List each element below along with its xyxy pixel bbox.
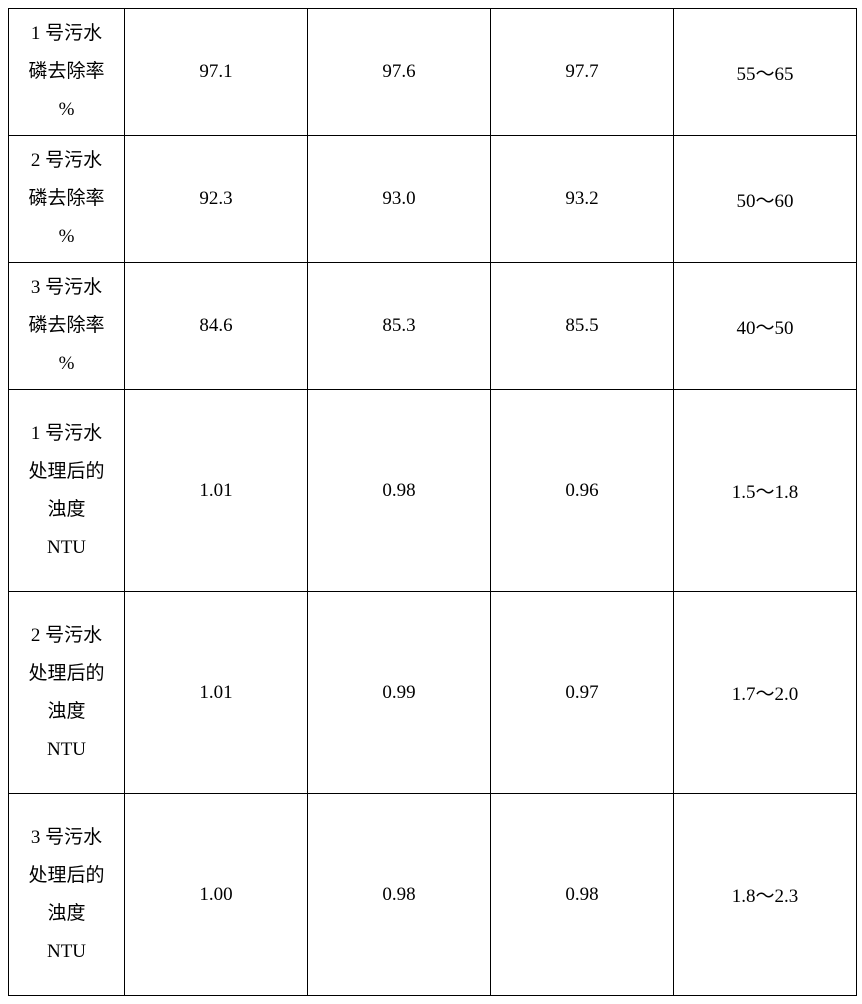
label-line: 浊度	[15, 895, 118, 933]
label-line: %	[15, 91, 118, 129]
row-label-cell: 2 号污水 处理后的 浊度 NTU	[9, 592, 125, 794]
table-row: 2 号污水 处理后的 浊度 NTU 1.01 0.99 0.97 1.7～2.0	[9, 592, 857, 794]
data-cell: 92.3	[125, 136, 308, 263]
data-cell: 55～65	[674, 9, 857, 136]
data-cell: 85.3	[308, 263, 491, 390]
label-line: 磷去除率	[15, 53, 118, 91]
table-row: 1 号污水 磷去除率 % 97.1 97.6 97.7 55～65	[9, 9, 857, 136]
data-cell: 1.01	[125, 390, 308, 592]
label-line: 1 号污水	[15, 15, 118, 53]
label-line: 3 号污水	[15, 269, 118, 307]
data-cell: 1.8～2.3	[674, 794, 857, 996]
data-cell: 0.98	[491, 794, 674, 996]
table-body: 1 号污水 磷去除率 % 97.1 97.6 97.7 55～65 2 号污水 …	[9, 9, 857, 996]
label-line: NTU	[15, 529, 118, 567]
table-row: 3 号污水 磷去除率 % 84.6 85.3 85.5 40～50	[9, 263, 857, 390]
label-line: 处理后的	[15, 655, 118, 693]
label-line: %	[15, 218, 118, 256]
table-row: 2 号污水 磷去除率 % 92.3 93.0 93.2 50～60	[9, 136, 857, 263]
label-line: 磷去除率	[15, 180, 118, 218]
data-cell: 97.7	[491, 9, 674, 136]
data-cell: 93.0	[308, 136, 491, 263]
data-cell: 1.7～2.0	[674, 592, 857, 794]
data-cell: 0.98	[308, 794, 491, 996]
data-table: 1 号污水 磷去除率 % 97.1 97.6 97.7 55～65 2 号污水 …	[8, 8, 857, 996]
label-line: NTU	[15, 731, 118, 769]
data-cell: 1.5～1.8	[674, 390, 857, 592]
label-line: 磷去除率	[15, 307, 118, 345]
data-cell: 0.99	[308, 592, 491, 794]
data-cell: 1.00	[125, 794, 308, 996]
row-label-cell: 1 号污水 磷去除率 %	[9, 9, 125, 136]
row-label-cell: 2 号污水 磷去除率 %	[9, 136, 125, 263]
data-cell: 0.96	[491, 390, 674, 592]
data-cell: 40～50	[674, 263, 857, 390]
label-line: %	[15, 345, 118, 383]
label-line: 处理后的	[15, 857, 118, 895]
data-cell: 85.5	[491, 263, 674, 390]
data-cell: 97.6	[308, 9, 491, 136]
label-line: 2 号污水	[15, 617, 118, 655]
label-line: 浊度	[15, 693, 118, 731]
data-cell: 0.98	[308, 390, 491, 592]
label-line: 3 号污水	[15, 819, 118, 857]
row-label-cell: 3 号污水 磷去除率 %	[9, 263, 125, 390]
data-cell: 93.2	[491, 136, 674, 263]
data-cell: 84.6	[125, 263, 308, 390]
table-row: 3 号污水 处理后的 浊度 NTU 1.00 0.98 0.98 1.8～2.3	[9, 794, 857, 996]
table-row: 1 号污水 处理后的 浊度 NTU 1.01 0.98 0.96 1.5～1.8	[9, 390, 857, 592]
label-line: 1 号污水	[15, 415, 118, 453]
data-cell: 50～60	[674, 136, 857, 263]
data-cell: 97.1	[125, 9, 308, 136]
data-cell: 1.01	[125, 592, 308, 794]
data-cell: 0.97	[491, 592, 674, 794]
row-label-cell: 1 号污水 处理后的 浊度 NTU	[9, 390, 125, 592]
label-line: 2 号污水	[15, 142, 118, 180]
row-label-cell: 3 号污水 处理后的 浊度 NTU	[9, 794, 125, 996]
label-line: NTU	[15, 933, 118, 971]
label-line: 处理后的	[15, 453, 118, 491]
label-line: 浊度	[15, 491, 118, 529]
